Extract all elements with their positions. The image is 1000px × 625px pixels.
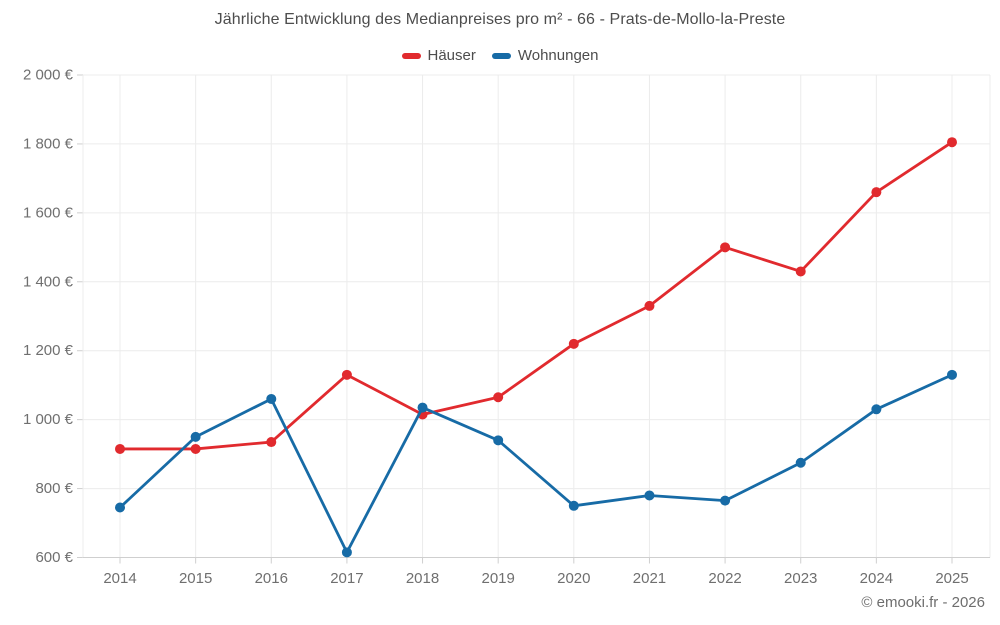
data-point-marker[interactable] [266, 437, 277, 448]
y-axis-tick-label: 800 € [35, 480, 73, 497]
data-point-marker[interactable] [947, 369, 957, 380]
x-axis-tick-label: 2025 [935, 570, 968, 587]
legend-item-wohnungen[interactable]: Wohnungen [491, 47, 599, 64]
legend-item-h-user[interactable]: Häuser [401, 47, 476, 64]
data-point-marker[interactable] [568, 338, 579, 349]
data-point-marker[interactable] [871, 404, 882, 415]
x-axis-tick-label: 2018 [406, 570, 439, 587]
x-axis-tick-label: 2014 [103, 570, 136, 587]
data-point-marker[interactable] [115, 443, 125, 454]
data-point-marker[interactable] [644, 300, 655, 311]
series-line-h-user [118, 140, 954, 451]
chart-title: Jährliche Entwicklung des Medianpreises … [214, 11, 786, 28]
y-axis-tick-label: 1 600 € [23, 204, 74, 221]
data-point-marker[interactable] [417, 402, 428, 413]
legend-label: Wohnungen [517, 47, 599, 64]
data-point-marker[interactable] [190, 443, 201, 454]
chart-legend: Häuser Wohnungen [0, 47, 1000, 64]
legend-swatch-icon [401, 52, 421, 59]
data-point-marker[interactable] [190, 431, 201, 442]
x-axis-tick-label: 2017 [330, 570, 363, 587]
data-point-marker[interactable] [493, 392, 504, 403]
y-axis-tick-label: 1 200 € [23, 342, 74, 359]
y-axis-tick-label: 600 € [35, 549, 73, 566]
data-point-marker[interactable] [795, 457, 806, 468]
x-axis-tick-label: 2021 [633, 570, 666, 587]
x-axis-tick-label: 2022 [708, 570, 741, 587]
copyright-watermark: © emooki.fr - 2026 [861, 594, 985, 611]
data-point-marker[interactable] [720, 242, 731, 253]
data-point-marker[interactable] [947, 137, 957, 148]
data-point-marker[interactable] [115, 502, 125, 513]
y-axis-tick-label: 1 400 € [23, 273, 74, 290]
data-point-marker[interactable] [795, 266, 806, 277]
data-point-marker[interactable] [871, 187, 882, 198]
x-axis-tick-label: 2024 [860, 570, 893, 587]
x-axis-tick-label: 2019 [481, 570, 514, 587]
y-axis-tick-label: 1 800 € [23, 135, 74, 152]
series-line-wohnungen [118, 373, 954, 554]
data-point-marker[interactable] [644, 490, 655, 501]
legend-swatch-icon [491, 52, 511, 59]
y-axis-tick-label: 1 000 € [23, 411, 74, 428]
data-point-marker[interactable] [266, 393, 277, 404]
data-point-marker[interactable] [493, 435, 504, 446]
data-point-marker[interactable] [341, 547, 352, 558]
y-axis-tick-label: 2 000 € [23, 67, 74, 84]
x-axis-tick-label: 2023 [784, 570, 817, 587]
data-point-marker[interactable] [720, 495, 731, 506]
data-point-marker[interactable] [568, 500, 579, 511]
data-point-marker[interactable] [341, 369, 352, 380]
x-axis-tick-label: 2020 [557, 570, 590, 587]
x-axis-tick-label: 2016 [255, 570, 288, 587]
legend-label: Häuser [427, 47, 476, 64]
x-axis-tick-label: 2015 [179, 570, 212, 587]
